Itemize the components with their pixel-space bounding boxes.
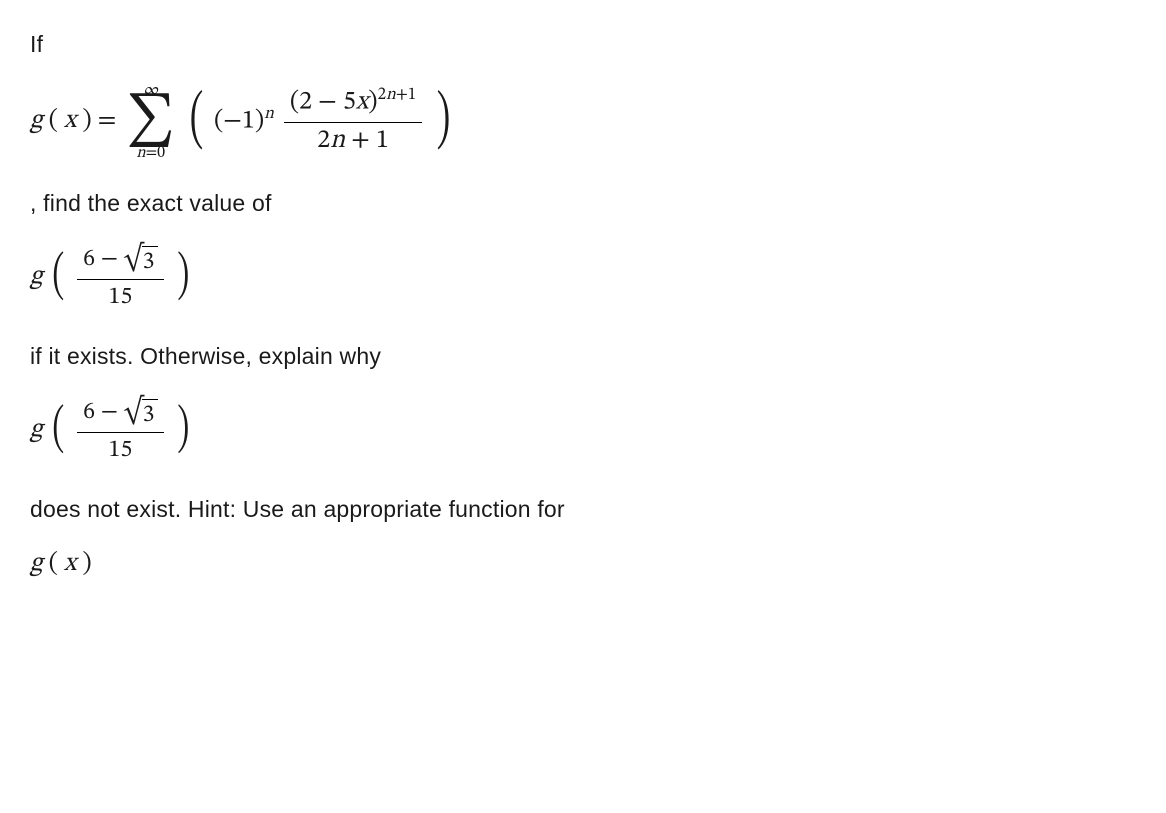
neg-one-power: (−1)n (214, 104, 274, 139)
sigma-icon: ∑ (126, 98, 175, 145)
num-exp-plus1: +1 (396, 87, 417, 104)
den-2: 2 (317, 128, 330, 154)
sqrt-radicand: 3 (142, 246, 158, 277)
equation-g-value-2: g ( 6 − √3 15 ) (30, 394, 1136, 467)
frac-denominator: 2n + 1 (311, 123, 395, 160)
sym-g-3: g (30, 414, 43, 447)
sym-g: g (30, 105, 43, 138)
big-paren-left-2: ( (52, 257, 64, 299)
paren-close: ) (82, 105, 91, 138)
equation-g-of-x: g ( x ) (30, 548, 1136, 581)
num-x: x (356, 90, 368, 116)
sum-lower-eq0: =0 (146, 145, 165, 161)
num-exp-2: 2 (378, 87, 386, 104)
fraction-arg-1: 6 − √3 15 (77, 241, 163, 314)
den-n: n (330, 128, 345, 154)
paren-close-4: ) (82, 548, 91, 581)
frac-den-3: 15 (102, 433, 138, 467)
neg1-open: ( (214, 109, 223, 135)
line-does-not-exist: does not exist. Hint: Use an appropriate… (30, 493, 1136, 525)
sum-lower-n: n (136, 145, 145, 161)
sqrt-icon: √3 (124, 243, 158, 277)
line-if-exists: if it exists. Otherwise, explain why (30, 340, 1136, 372)
paren-open-4: ( (49, 548, 58, 581)
sqrt-radicand-2: 3 (142, 399, 158, 430)
frac-numerator: (2 − 5x)2n+1 (284, 83, 422, 122)
sym-x-4: x (64, 548, 76, 581)
equals-sign: = (98, 105, 117, 138)
big-paren-left: ( (190, 96, 204, 147)
num-close: ) (368, 90, 377, 116)
line-find: , find the exact value of (30, 187, 1136, 219)
line-if: If (30, 28, 1136, 60)
big-paren-right-2: ) (177, 257, 189, 299)
main-fraction: (2 − 5x)2n+1 2n + 1 (284, 83, 422, 160)
num-open: (2 − 5 (290, 90, 356, 116)
neg1-val: −1 (223, 109, 255, 135)
num-6minus: 6 − (83, 247, 123, 271)
sym-g-2: g (30, 261, 43, 294)
neg1-exp: n (264, 106, 274, 123)
big-paren-right-3: ) (177, 410, 189, 452)
sum-lower-limit: n=0 (136, 145, 165, 161)
sym-g-4: g (30, 548, 43, 581)
den-plus1: + 1 (345, 128, 389, 154)
problem-page: If g ( x ) = ∞ ∑ n=0 ( (−1)n (2 − 5x)2n+… (0, 0, 1166, 635)
equation-g-value-1: g ( 6 − √3 15 ) (30, 241, 1136, 314)
summation: ∞ ∑ n=0 (126, 82, 175, 161)
num-6minus-3: 6 − (83, 400, 123, 424)
sqrt-icon-2: √3 (124, 396, 158, 430)
frac-num-2: 6 − √3 (77, 241, 163, 279)
sym-x: x (64, 105, 76, 138)
num-exp-n: n (386, 87, 396, 104)
big-paren-right: ) (437, 96, 451, 147)
fraction-arg-2: 6 − √3 15 (77, 394, 163, 467)
big-paren-left-3: ( (52, 410, 64, 452)
num-exp: 2n+1 (378, 87, 417, 104)
equation-g-definition: g ( x ) = ∞ ∑ n=0 ( (−1)n (2 − 5x)2n+1 2… (30, 82, 1136, 161)
neg1-close: ) (255, 109, 264, 135)
frac-num-3: 6 − √3 (77, 394, 163, 432)
frac-den-2b: 15 (102, 280, 138, 314)
paren-open: ( (49, 105, 58, 138)
